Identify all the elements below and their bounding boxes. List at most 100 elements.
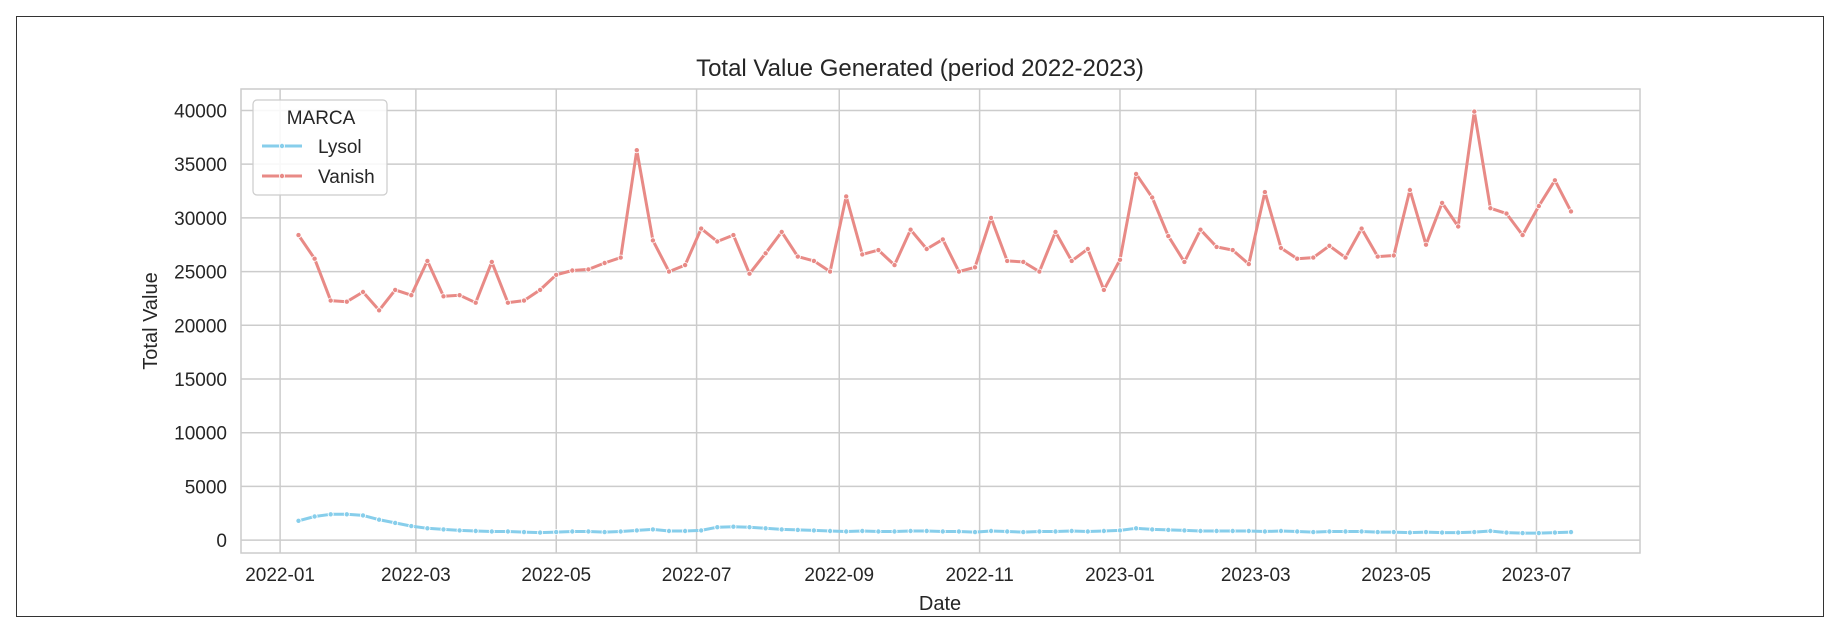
data-point: [1423, 241, 1430, 248]
data-point: [1423, 529, 1430, 536]
data-point: [327, 297, 334, 304]
data-point: [633, 147, 640, 154]
series-vanish: [295, 108, 1575, 314]
data-point: [1181, 527, 1188, 534]
data-point: [1551, 529, 1558, 536]
data-point: [730, 232, 737, 239]
data-point: [1020, 529, 1027, 536]
data-point: [1068, 257, 1075, 264]
data-point: [585, 266, 592, 273]
data-point: [827, 268, 834, 275]
data-point: [955, 268, 962, 275]
data-point: [504, 299, 511, 306]
data-point: [392, 286, 399, 293]
data-point: [1326, 528, 1333, 535]
data-point: [376, 516, 383, 523]
data-point: [746, 270, 753, 277]
data-point: [1278, 528, 1285, 535]
data-point: [1487, 205, 1494, 212]
data-point: [327, 511, 334, 518]
data-point: [537, 529, 544, 536]
data-point: [408, 523, 415, 530]
series-lysol: [295, 511, 1575, 537]
legend-marker: [278, 142, 285, 149]
data-point: [859, 528, 866, 535]
data-point: [359, 512, 366, 519]
data-point: [1406, 529, 1413, 536]
data-point: [1310, 254, 1317, 261]
data-point: [1455, 223, 1462, 230]
data-point: [295, 517, 302, 524]
data-point: [1471, 108, 1478, 115]
legend-title: MARCA: [287, 108, 356, 129]
data-point: [843, 528, 850, 535]
data-point: [1406, 186, 1413, 193]
x-axis-ticks: 2022-01 2022-03 2022-05 2022-07 2022-09 2022-…: [245, 565, 1571, 586]
data-point: [762, 525, 769, 532]
data-point: [440, 526, 447, 533]
data-point: [1358, 528, 1365, 535]
data-point: [569, 267, 576, 274]
data-point: [392, 519, 399, 526]
legend-box: [252, 99, 388, 196]
data-point: [1084, 245, 1091, 252]
data-point: [504, 528, 511, 535]
data-point: [1084, 528, 1091, 535]
data-point: [778, 228, 785, 235]
y-tick-label: 10000: [174, 424, 227, 445]
data-point: [488, 258, 495, 265]
data-point: [923, 528, 930, 535]
data-point: [553, 529, 560, 536]
data-point: [649, 237, 656, 244]
data-point: [311, 255, 318, 262]
data-point: [1535, 203, 1542, 210]
data-point: [376, 307, 383, 314]
data-point: [1100, 528, 1107, 535]
data-point: [698, 527, 705, 534]
data-point: [1519, 530, 1526, 537]
grid: [241, 89, 1640, 553]
x-tick-label: 2022-03: [381, 565, 451, 586]
x-tick-label: 2023-05: [1361, 565, 1431, 586]
plot-area: [240, 88, 1641, 554]
legend: MARCA Lysol Vanish: [252, 99, 388, 196]
legend-item-vanish: Vanish: [262, 167, 375, 188]
data-point: [472, 528, 479, 535]
data-point: [955, 528, 962, 535]
data-point: [939, 236, 946, 243]
data-point: [343, 511, 350, 518]
data-point: [682, 262, 689, 269]
x-tick-label: 2023-07: [1502, 565, 1572, 586]
x-tick-label: 2022-11: [945, 565, 1013, 586]
data-point: [1100, 286, 1107, 293]
data-point: [1197, 226, 1204, 233]
data-point: [311, 513, 318, 520]
data-point: [1487, 528, 1494, 535]
legend-items: Lysol Vanish: [262, 137, 375, 188]
data-point: [424, 257, 431, 264]
data-point: [1245, 528, 1252, 535]
data-point: [907, 226, 914, 233]
data-point: [891, 528, 898, 535]
data-point: [1390, 252, 1397, 259]
data-point: [1245, 261, 1252, 268]
data-point: [1568, 208, 1575, 215]
y-tick-label: 40000: [174, 101, 227, 122]
data-point: [972, 529, 979, 536]
data-point: [585, 528, 592, 535]
x-tick-label: 2023-01: [1085, 565, 1155, 586]
data-point: [746, 524, 753, 531]
data-point: [794, 253, 801, 260]
legend-label: Vanish: [318, 167, 375, 188]
x-tick-label: 2022-09: [804, 565, 874, 586]
data-point: [1149, 194, 1156, 201]
data-point: [343, 298, 350, 305]
data-point: [810, 257, 817, 264]
data-point: [521, 529, 528, 536]
series-line: [297, 110, 1573, 312]
data-point: [1342, 528, 1349, 535]
data-point: [875, 528, 882, 535]
data-point: [1519, 232, 1526, 239]
data-point: [1455, 529, 1462, 536]
